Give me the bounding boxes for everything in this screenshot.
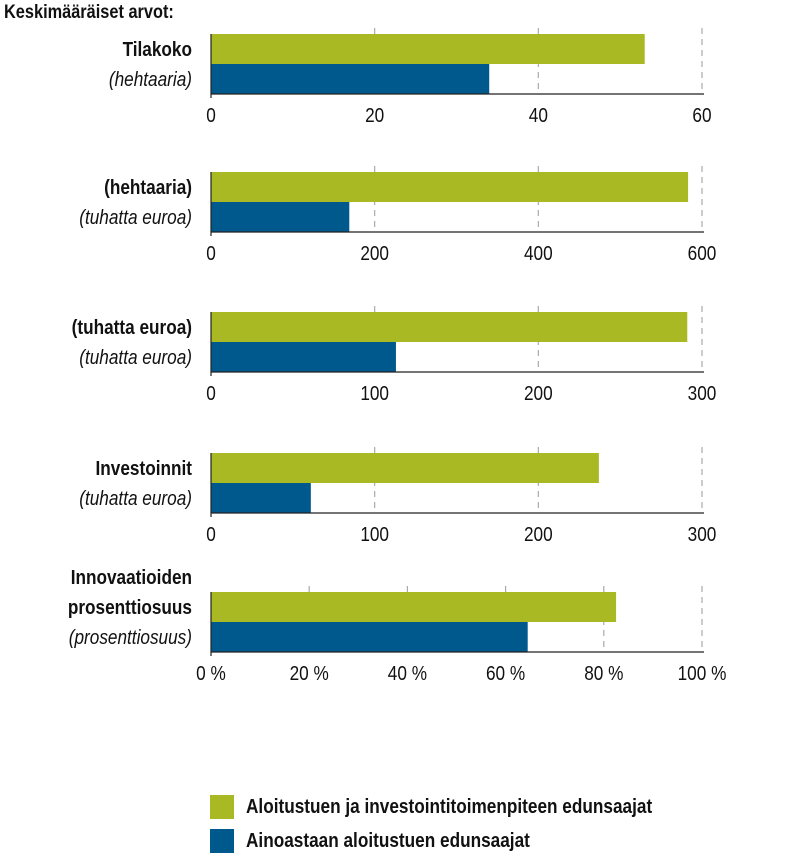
legend: Aloitustuen ja investointitoimenpiteen e… (210, 790, 718, 858)
unit-label: (prosenttiosuus) (69, 626, 192, 649)
bar-green (211, 172, 689, 202)
tick-label: 200 (524, 523, 553, 546)
tick-label: 300 (688, 523, 717, 546)
category-label: Innovaatioiden (71, 566, 192, 589)
tick-label: 200 (360, 242, 389, 265)
bar-blue (211, 202, 350, 232)
chart-heading: Keskimääräiset arvot: (4, 2, 174, 23)
tick-label: 200 (524, 382, 553, 405)
unit-label: (tuhatta euroa) (79, 346, 192, 369)
category-label: prosenttiosuus (68, 596, 192, 619)
bar-green (211, 453, 599, 483)
tick-label: 60 (692, 104, 711, 127)
tick-label: 20 (365, 104, 384, 127)
legend-swatch-blue (210, 829, 234, 853)
category-label: (hehtaaria) (104, 176, 192, 199)
bar-blue (211, 483, 311, 513)
category-label: Tilakoko (123, 38, 192, 61)
legend-item-both: Aloitustuen ja investointitoimenpiteen e… (210, 790, 718, 824)
tick-label: 40 (529, 104, 548, 127)
bar-green (211, 592, 617, 622)
tick-label: 0 (206, 382, 216, 405)
category-label: Investoinnit (96, 457, 192, 480)
tick-label: 400 (524, 242, 553, 265)
bar-blue (211, 64, 490, 94)
tick-label: 20 % (290, 662, 329, 685)
unit-label: (hehtaaria) (109, 68, 192, 91)
category-label: (tuhatta euroa) (72, 316, 192, 339)
tick-label: 100 (360, 523, 389, 546)
unit-label: (tuhatta euroa) (79, 206, 192, 229)
tick-label: 300 (688, 382, 717, 405)
tick-label: 600 (688, 242, 717, 265)
legend-label-start-only: Ainoastaan aloitustuen edunsaajat (246, 829, 530, 852)
tick-label: 100 (360, 382, 389, 405)
tick-label: 60 % (486, 662, 525, 685)
tick-label: 0 (206, 104, 216, 127)
bar-green (211, 34, 645, 64)
legend-label-both: Aloitustuen ja investointitoimenpiteen e… (246, 795, 653, 818)
tick-label: 0 % (196, 662, 226, 685)
legend-item-start-only: Ainoastaan aloitustuen edunsaajat (210, 824, 718, 858)
unit-label: (tuhatta euroa) (79, 487, 192, 510)
tick-label: 0 (206, 523, 216, 546)
bar-green (211, 312, 688, 342)
legend-swatch-green (210, 795, 234, 819)
tick-label: 80 % (584, 662, 623, 685)
bar-charts: 0 20 40 60 Tilakoko (hehtaaria) 0 200 400 600 (heh… (68, 28, 727, 685)
bar-blue (211, 342, 396, 372)
tick-label: 40 % (388, 662, 427, 685)
tick-label: 100 % (678, 662, 727, 685)
tick-label: 0 (206, 242, 216, 265)
bar-blue (211, 622, 528, 652)
